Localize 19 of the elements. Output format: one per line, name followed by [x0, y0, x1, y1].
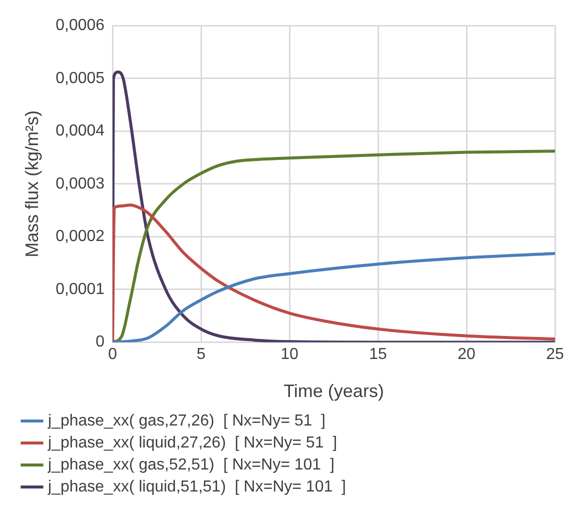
legend-label: j_phase_xx( liquid,27,26) [ Nx=Ny= 51 ]: [47, 434, 338, 452]
x-tick-label: 0: [108, 346, 118, 364]
y-tick-label: 0,0002: [56, 228, 105, 246]
y-axis-title: Mass flux (kg/m²s): [22, 110, 42, 258]
legend-label: j_phase_xx( gas,52,51) [ Nx=Ny= 101 ]: [47, 456, 334, 474]
x-tick-label: 25: [546, 346, 564, 364]
x-tick-label: 15: [369, 346, 388, 364]
x-axis-title: Time (years): [284, 381, 384, 402]
y-tick-label: 0,0005: [56, 70, 105, 87]
x-tick-label: 5: [196, 346, 206, 364]
x-tick-label: 10: [280, 346, 299, 364]
y-tick-label: 0,0003: [56, 175, 105, 192]
y-tick-label: 0,0004: [56, 122, 105, 140]
y-tick-label: 0: [96, 334, 105, 351]
y-tick-label: 0,0001: [56, 280, 105, 298]
y-tick-label: 0,0006: [56, 17, 105, 34]
legend-label: j_phase_xx( gas,27,26) [ Nx=Ny= 51 ]: [47, 412, 326, 430]
legend-label: j_phase_xx( liquid,51,51) [ Nx=Ny= 101 ]: [47, 478, 346, 496]
x-tick-label: 20: [458, 346, 476, 364]
